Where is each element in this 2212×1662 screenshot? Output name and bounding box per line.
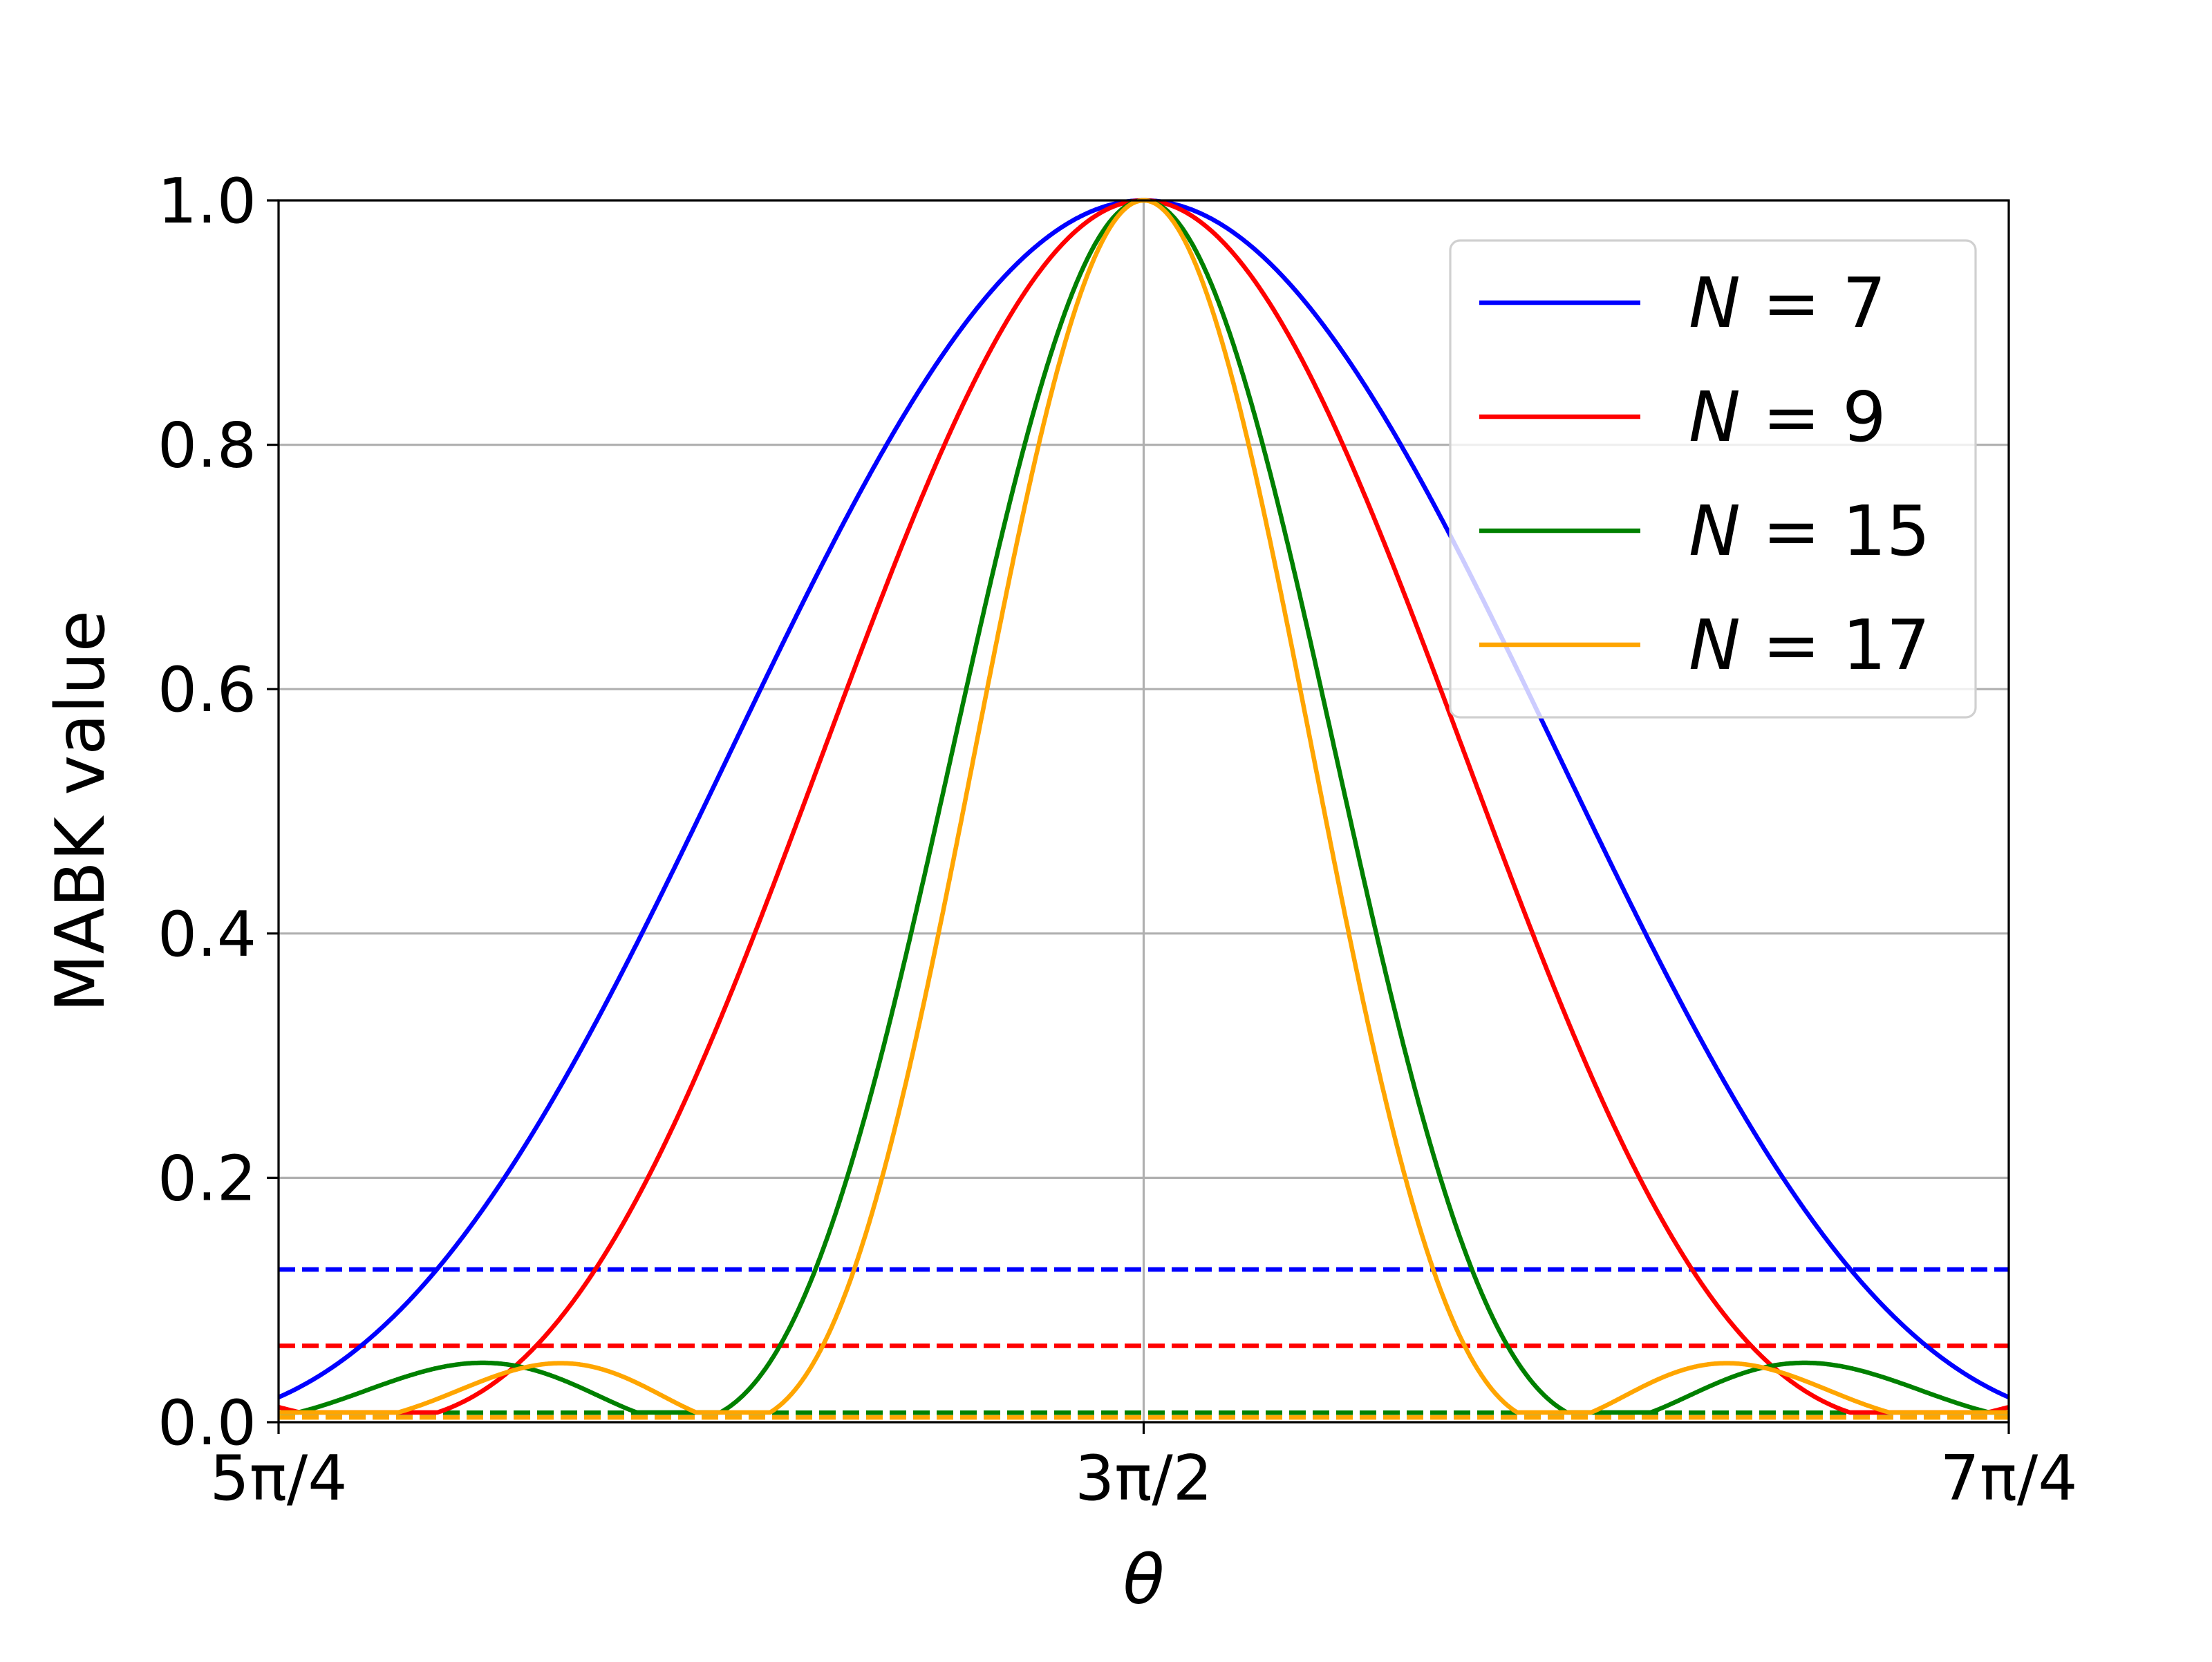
x-tick-label-2: 7π/4 — [1940, 1442, 2077, 1515]
legend-label-0: N = 7 — [1689, 263, 1886, 343]
legend-box — [1449, 239, 1977, 719]
x-tick-label-0: 5π/4 — [209, 1442, 347, 1515]
y-axis-label: MABK value — [41, 610, 120, 1012]
legend-label-1: N = 9 — [1689, 377, 1886, 457]
x-axis-label: θ — [1123, 1541, 1165, 1620]
y-tick-label-5: 1.0 — [158, 165, 256, 238]
legend: N = 7 N = 9 N = 15 N = 17 — [1449, 239, 1977, 719]
y-axis-ticks: 0.0 0.2 0.4 0.6 0.8 1.0 — [158, 165, 279, 1460]
y-tick-label-2: 0.4 — [158, 898, 256, 971]
y-tick-label-1: 0.2 — [158, 1142, 256, 1215]
threshold-lines — [279, 1267, 2009, 1420]
x-tick-label-1: 3π/2 — [1075, 1442, 1212, 1515]
y-tick-label-4: 0.8 — [158, 410, 256, 482]
y-tick-label-0: 0.0 — [158, 1387, 256, 1460]
legend-label-2: N = 15 — [1689, 491, 1930, 572]
y-tick-label-3: 0.6 — [158, 654, 256, 726]
legend-label-3: N = 17 — [1689, 605, 1930, 686]
x-axis-ticks: 5π/4 3π/2 7π/4 — [209, 1422, 2078, 1515]
